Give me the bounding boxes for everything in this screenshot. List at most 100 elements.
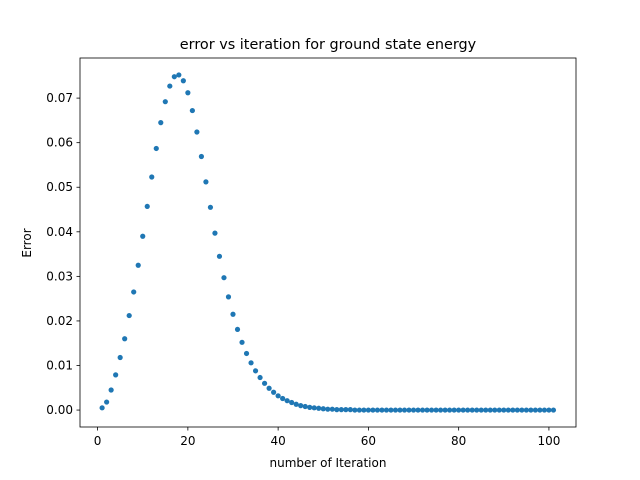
data-point <box>546 407 552 413</box>
x-axis-label: number of Iteration <box>270 456 387 470</box>
data-point <box>234 326 241 333</box>
data-point <box>113 372 119 378</box>
data-point <box>117 354 123 361</box>
data-point <box>252 368 259 374</box>
data-point <box>243 350 250 357</box>
data-point <box>510 407 516 413</box>
data-point <box>131 289 137 295</box>
data-point <box>478 407 484 413</box>
y-axis-ticks: 0.00 0.01 0.02 0.03 0.04 0.05 0.06 0.07 <box>46 91 80 417</box>
data-point <box>442 407 448 413</box>
data-point <box>216 253 223 259</box>
data-point <box>438 407 444 413</box>
data-point <box>370 407 376 413</box>
data-point <box>320 406 326 412</box>
data-point <box>225 294 232 300</box>
data-point <box>415 407 421 413</box>
y-tick-label: 0.07 <box>46 91 73 105</box>
data-point <box>140 233 146 239</box>
data-point <box>347 407 353 413</box>
data-point <box>496 407 502 413</box>
data-point <box>523 407 529 413</box>
y-tick-label: 0.01 <box>46 359 73 373</box>
data-point <box>550 407 557 413</box>
data-point <box>487 407 493 413</box>
data-point <box>203 179 209 185</box>
data-points <box>99 72 557 413</box>
data-point <box>528 407 534 413</box>
data-point <box>388 407 394 413</box>
data-point <box>474 407 480 413</box>
data-point <box>483 407 489 413</box>
data-point <box>392 407 399 413</box>
data-point <box>433 407 439 413</box>
data-point <box>162 99 168 105</box>
data-point <box>261 380 268 386</box>
y-axis-label: Error <box>20 228 34 257</box>
x-tick-label: 100 <box>537 434 560 448</box>
data-point <box>230 311 236 317</box>
data-point <box>501 407 507 413</box>
data-point <box>302 403 308 410</box>
data-point <box>460 407 466 413</box>
y-tick-label: 0.06 <box>46 136 73 150</box>
data-point <box>158 120 164 126</box>
data-point <box>198 153 205 160</box>
data-point <box>401 407 408 413</box>
x-tick-label: 40 <box>270 434 285 448</box>
y-tick-label: 0.03 <box>46 269 73 283</box>
plot-area-frame <box>79 57 577 428</box>
data-point <box>280 395 286 402</box>
data-point <box>537 407 543 413</box>
data-point <box>176 72 182 78</box>
data-point <box>135 262 141 268</box>
data-point <box>329 406 335 412</box>
data-point <box>492 407 498 413</box>
data-point <box>505 407 511 413</box>
data-point <box>189 107 195 114</box>
y-tick-label: 0.00 <box>46 403 73 417</box>
data-point <box>194 129 200 135</box>
data-point <box>149 174 155 180</box>
data-point <box>271 389 277 395</box>
data-point <box>144 203 150 210</box>
data-point <box>406 407 412 413</box>
data-point <box>465 407 471 413</box>
data-point <box>334 407 340 413</box>
data-point <box>257 374 263 381</box>
data-point <box>185 90 191 96</box>
data-point <box>207 204 214 210</box>
chart-title: error vs iteration for ground state ener… <box>180 37 477 53</box>
x-tick-label: 20 <box>180 434 195 448</box>
x-tick-label: 60 <box>361 434 376 448</box>
data-point <box>325 406 331 412</box>
data-point <box>99 405 105 411</box>
y-tick-label: 0.04 <box>46 225 73 239</box>
data-point <box>122 336 128 342</box>
data-point <box>469 407 475 413</box>
data-point <box>365 407 371 413</box>
data-point <box>541 407 548 413</box>
data-point <box>361 407 367 413</box>
data-point <box>212 230 218 236</box>
data-point <box>343 407 349 413</box>
x-tick-label: 0 <box>94 434 102 448</box>
data-point <box>221 275 227 281</box>
data-point <box>379 407 385 413</box>
data-point <box>397 407 403 413</box>
data-point <box>180 78 186 84</box>
data-point <box>410 407 417 413</box>
data-point <box>289 399 295 406</box>
data-point <box>167 83 173 89</box>
data-point <box>275 393 281 399</box>
data-point <box>532 407 538 413</box>
data-point <box>519 407 525 413</box>
data-point <box>451 407 457 413</box>
data-point <box>316 405 322 411</box>
data-point <box>456 407 462 413</box>
x-tick-label: 80 <box>451 434 466 448</box>
x-axis-ticks: 0 20 40 60 80 100 <box>94 427 560 448</box>
data-point <box>514 407 520 413</box>
y-tick-label: 0.02 <box>46 314 73 328</box>
